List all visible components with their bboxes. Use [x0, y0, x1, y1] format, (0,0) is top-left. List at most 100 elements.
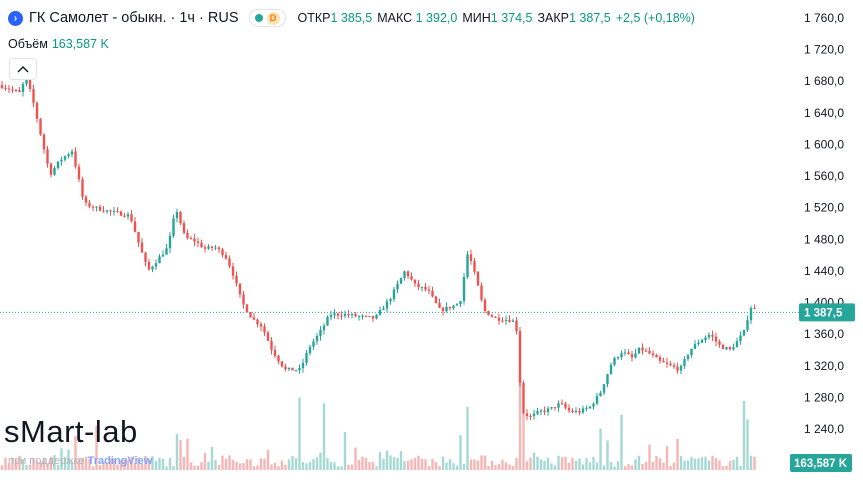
candle-body [228, 258, 231, 267]
close-value: 1 387,5 [569, 11, 611, 25]
volume-bar [539, 459, 543, 470]
volume-bar [126, 460, 130, 470]
volume-bar [574, 460, 578, 470]
candle-body [123, 215, 126, 217]
candle-body [32, 89, 35, 103]
candle-body [224, 255, 228, 259]
candle-body [0, 85, 4, 88]
volume-bar [497, 463, 501, 470]
candle-body [196, 241, 200, 243]
volume-bar [119, 460, 123, 470]
volume-bar [396, 458, 399, 470]
volume-bar [4, 457, 7, 470]
candle-body [441, 307, 445, 312]
candle-body [4, 87, 7, 89]
volume-bar [214, 459, 217, 470]
symbol-title[interactable]: ГК Самолет - обыкн. · 1ч · RUS [29, 10, 239, 26]
candle-body [7, 88, 11, 90]
volume-bar [483, 455, 487, 470]
volume-bar [231, 460, 235, 470]
candle-body [214, 247, 217, 249]
candle-body [11, 89, 14, 91]
volume-bar [672, 462, 676, 470]
candle-body [84, 196, 88, 203]
volume-bar [557, 455, 560, 470]
volume-bar [480, 455, 483, 470]
volume-bar [32, 458, 35, 470]
volume-bar [662, 462, 665, 470]
volume-bar [63, 457, 67, 470]
volume-bar [193, 465, 196, 470]
candle-body [651, 353, 655, 356]
volume-bar [336, 466, 340, 470]
candle-body [25, 77, 28, 85]
volume-bar [529, 457, 532, 470]
candle-body [609, 364, 613, 375]
candle-body [690, 348, 693, 356]
volume-bar [494, 465, 497, 470]
candle-body [28, 77, 32, 90]
candle-body [284, 366, 287, 370]
candle-body [385, 301, 389, 309]
support-text[interactable]: при поддержке TradingView [8, 455, 152, 467]
volume-bar [445, 462, 448, 470]
volume-bar [340, 466, 343, 470]
candle-body [417, 283, 420, 288]
candle-body [448, 306, 452, 309]
high-label: МАКС [377, 11, 413, 25]
candle-body [487, 310, 490, 316]
candle-body [217, 247, 221, 250]
low-label: МИН [462, 11, 491, 25]
candle-body [529, 416, 532, 418]
volume-bar [133, 462, 137, 470]
collapse-legend-button[interactable] [9, 58, 37, 80]
candle-body [287, 367, 291, 370]
volume-bar [753, 456, 756, 470]
volume-bar [466, 406, 469, 470]
market-status-pill[interactable]: D [248, 9, 286, 27]
volume-bar [361, 456, 364, 470]
candle-body [410, 276, 413, 280]
volume-bar [553, 465, 557, 470]
candle-body [98, 206, 102, 211]
candle-body [361, 315, 364, 317]
candle-body [522, 382, 525, 414]
volume-bar [746, 419, 749, 470]
volume-bar [301, 462, 305, 470]
candle-body [627, 352, 630, 355]
candle-body [420, 286, 424, 288]
candle-body [235, 275, 238, 284]
volume-legend: Объём 163,587 K [8, 37, 109, 51]
candle-body [67, 154, 70, 157]
candle-body [200, 242, 203, 248]
candle-body [63, 156, 67, 160]
volume-bar [585, 458, 588, 470]
candle-body [532, 413, 536, 417]
chevron-right-icon[interactable]: › [8, 10, 23, 26]
volume-label: Объём [8, 37, 48, 51]
volume-bar [536, 456, 539, 470]
volume-bar [658, 458, 662, 470]
volume-bar [105, 463, 109, 470]
volume-bar [431, 458, 434, 470]
price-axis[interactable]: 1 760,0 1 720,0 1 680,0 1 640,0 1 600,0 1 560… [804, 11, 844, 436]
candle-body [81, 179, 84, 197]
candle-body [676, 366, 679, 371]
candle-body [294, 370, 298, 372]
volume-bar [560, 457, 564, 470]
candle-body [599, 392, 602, 396]
volume-bar [648, 444, 651, 470]
candle-body [74, 151, 77, 167]
volume-bar [571, 457, 574, 470]
candle-body [501, 320, 504, 322]
candle-body [742, 329, 746, 336]
volume-bar [634, 459, 637, 470]
candle-body [42, 134, 46, 150]
candle-body [714, 336, 718, 342]
price-tick-label: 1 440,0 [804, 264, 844, 278]
candle-body [53, 168, 56, 175]
candle-body [399, 277, 403, 284]
open-label: ОТКР [297, 11, 331, 25]
candle-body [158, 256, 161, 264]
